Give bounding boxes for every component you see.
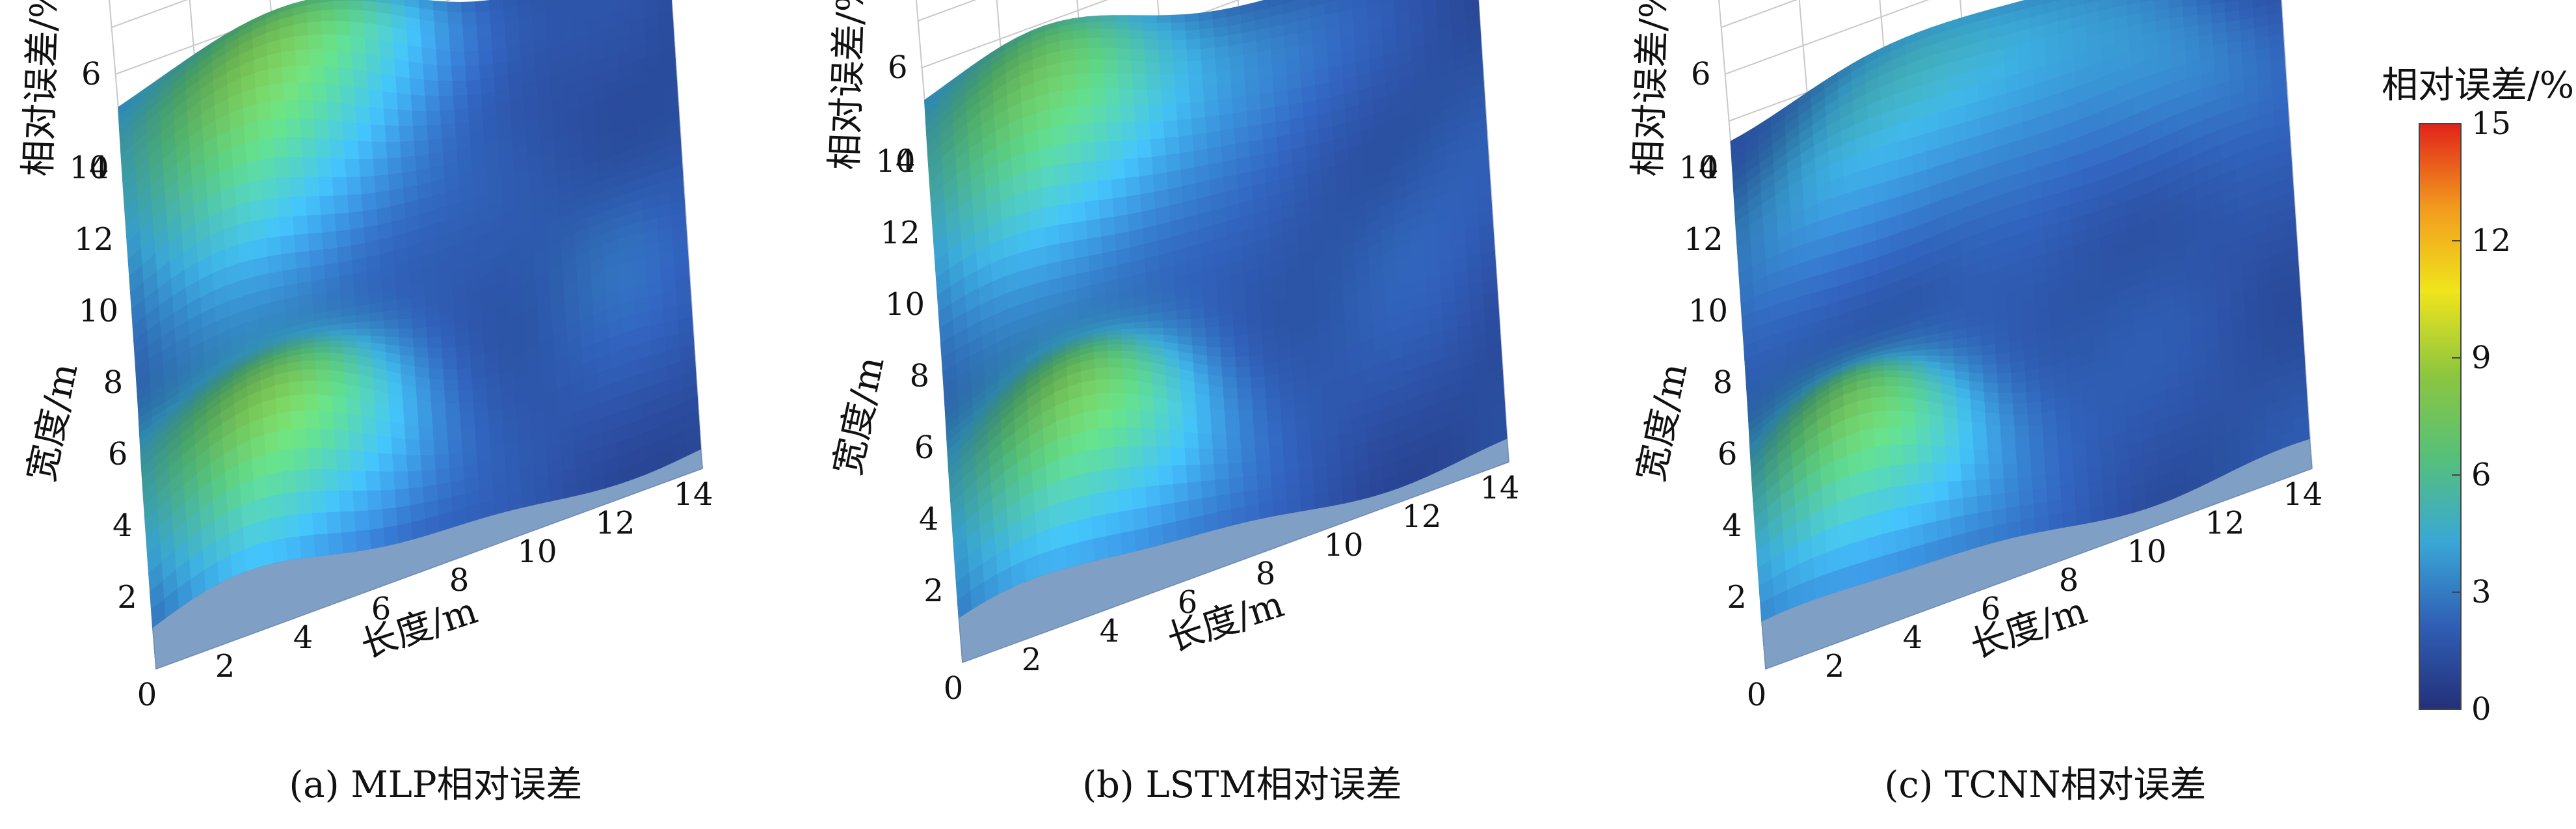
surface (1730, 0, 2310, 622)
y-tick-label: 2 (1727, 579, 1747, 616)
x-tick-label: 0 (1747, 677, 1767, 713)
x-tick-label: 10 (517, 534, 557, 570)
x-tick-label: 4 (1903, 619, 1923, 656)
z-axis-label: 相对误差/% (1627, 0, 1675, 177)
x-tick-label: 8 (2059, 562, 2079, 599)
x-tick-label: 8 (1256, 556, 1276, 592)
x-tick-label: 12 (595, 505, 635, 541)
panel-lstm: 0246810121424681012140612长度/m宽度/m相对误差/%(… (823, 0, 1520, 806)
x-tick-label: 14 (1480, 470, 1519, 506)
y-tick-label: 6 (108, 436, 128, 472)
tick-labels: 0246810121424681012140612 (1679, 56, 2323, 713)
z-tick-label: 6 (1691, 56, 1711, 92)
z-tick-label: 0 (1699, 150, 1719, 186)
x-tick-label: 4 (293, 619, 313, 656)
x-tick-label: 12 (2205, 505, 2244, 541)
x-tick-label: 10 (2127, 534, 2166, 570)
colorbar: 相对误差/% 0 3 6 9 12 15 (2382, 64, 2574, 727)
y-tick-label: 12 (74, 221, 114, 258)
y-tick-label: 2 (923, 573, 944, 609)
x-tick-label: 14 (2283, 476, 2322, 513)
panel-caption: (b) LSTM相对误差 (1082, 764, 1402, 806)
y-axis-label: 宽度/m (827, 353, 893, 478)
tick-labels: 0246810121424681012140612 (70, 56, 713, 713)
y-axis-label: 宽度/m (20, 359, 86, 485)
y-tick-label: 12 (1684, 221, 1723, 258)
colorbar-tick-label: 12 (2471, 223, 2511, 259)
x-tick-label: 14 (673, 476, 713, 513)
surface (924, 0, 1507, 619)
y-tick-label: 6 (1718, 436, 1738, 472)
y-tick-label: 14 (876, 143, 916, 180)
colorbar-tick-label: 9 (2471, 340, 2491, 376)
colorbar-tick-label: 15 (2471, 105, 2511, 142)
y-tick-label: 2 (117, 579, 137, 616)
colorbar-title: 相对误差/% (2382, 64, 2574, 107)
x-tick-label: 10 (1323, 527, 1363, 564)
grid-line (2280, 0, 2313, 469)
colorbar-tick-label: 6 (2471, 457, 2491, 493)
x-tick-label: 2 (1825, 648, 1845, 685)
y-tick-label: 8 (910, 358, 930, 394)
x-tick-label: 4 (1100, 613, 1120, 649)
tick-labels: 0246810121424681012140612 (876, 49, 1520, 707)
x-tick-label: 6 (1178, 584, 1198, 621)
y-tick-label: 4 (113, 508, 133, 544)
x-tick-label: 2 (1022, 642, 1042, 678)
x-tick-label: 12 (1401, 498, 1441, 535)
z-axis-label: 相对误差/% (823, 0, 872, 170)
y-tick-label: 12 (881, 215, 920, 251)
x-tick-label: 0 (944, 670, 964, 707)
grid-line (1725, 0, 1930, 75)
panel-tcnn: 0246810121424681012140612长度/m宽度/m相对误差/%(… (1627, 0, 2323, 806)
panel-caption: (c) TCNN相对误差 (1884, 764, 2206, 806)
y-tick-label: 6 (914, 429, 935, 466)
y-axis-label: 宽度/m (1630, 359, 1696, 485)
z-axis-label: 相对误差/% (17, 0, 66, 177)
y-tick-label: 4 (919, 501, 939, 537)
grid-line (922, 0, 1109, 68)
y-tick-label: 14 (1679, 150, 1719, 186)
z-tick-label: 0 (89, 150, 109, 186)
y-tick-label: 10 (885, 286, 925, 323)
x-tick-label: 6 (371, 591, 392, 627)
colorbar-tick-label: 0 (2471, 691, 2491, 727)
colorbar-gradient (2419, 123, 2462, 710)
z-tick-label: 0 (896, 143, 916, 180)
panel-caption: (a) MLP相对误差 (289, 764, 582, 806)
panel-mlp: 0246810121424681012140612长度/m宽度/m相对误差/%(… (17, 0, 713, 806)
y-tick-label: 8 (1713, 364, 1733, 401)
z-tick-label: 6 (81, 56, 101, 92)
x-tick-label: 8 (449, 562, 470, 599)
x-tick-label: 6 (1981, 591, 2001, 627)
y-tick-label: 10 (1688, 293, 1728, 329)
x-tick-label: 2 (215, 648, 235, 685)
y-tick-label: 8 (103, 364, 124, 401)
grid-line (1718, 0, 1734, 169)
surface (118, 0, 702, 629)
x-tick-label: 0 (137, 677, 157, 713)
y-tick-label: 10 (79, 293, 118, 329)
z-tick-label: 6 (888, 49, 908, 86)
y-tick-label: 4 (1722, 508, 1742, 544)
grid-line (115, 0, 320, 75)
y-tick-label: 14 (70, 150, 109, 186)
colorbar-tick-label: 3 (2471, 574, 2491, 610)
